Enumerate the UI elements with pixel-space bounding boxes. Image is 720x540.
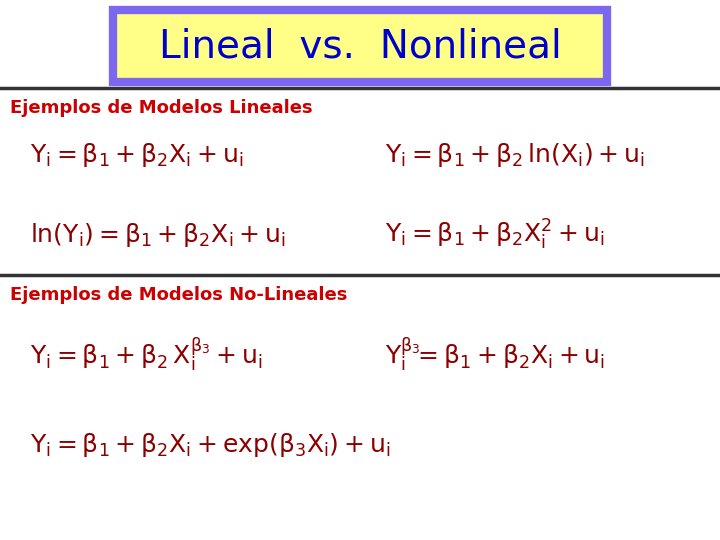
Text: $\mathrm{Y_i = \beta_1 + \beta_2\,X_i^{\beta_3} + u_i}$: $\mathrm{Y_i = \beta_1 + \beta_2\,X_i^{\…: [30, 336, 262, 374]
Text: Lineal  vs.  Nonlineal: Lineal vs. Nonlineal: [158, 27, 562, 65]
FancyBboxPatch shape: [113, 10, 607, 82]
Text: $\mathrm{Y_i = \beta_1 + \beta_2 X_i + u_i}$: $\mathrm{Y_i = \beta_1 + \beta_2 X_i + u…: [30, 141, 243, 169]
Text: $\mathrm{Y_i = \beta_1 + \beta_2 X_i + exp(\beta_3 X_i) + u_i}$: $\mathrm{Y_i = \beta_1 + \beta_2 X_i + e…: [30, 431, 391, 459]
Text: $\mathrm{Y_i^{\beta_3}\!\!= \beta_1 + \beta_2 X_i + u_i}$: $\mathrm{Y_i^{\beta_3}\!\!= \beta_1 + \b…: [385, 336, 606, 374]
Text: Ejemplos de Modelos Lineales: Ejemplos de Modelos Lineales: [10, 99, 312, 117]
Text: $\mathrm{ln(Y_i) = \beta_1 + \beta_2 X_i + u_i}$: $\mathrm{ln(Y_i) = \beta_1 + \beta_2 X_i…: [30, 221, 286, 249]
Text: $\mathrm{Y_i = \beta_1 + \beta_2 X_i^2 + u_i}$: $\mathrm{Y_i = \beta_1 + \beta_2 X_i^2 +…: [385, 218, 605, 252]
Text: $\mathrm{Y_i = \beta_1 + \beta_2\,ln(X_i) + u_i}$: $\mathrm{Y_i = \beta_1 + \beta_2\,ln(X_i…: [385, 141, 645, 169]
Text: Ejemplos de Modelos No-Lineales: Ejemplos de Modelos No-Lineales: [10, 286, 347, 304]
